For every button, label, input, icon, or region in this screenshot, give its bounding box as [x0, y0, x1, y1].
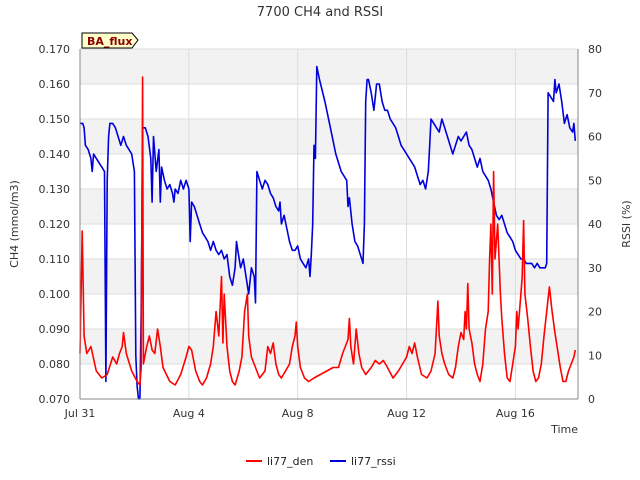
y-tick-left: 0.160 — [39, 78, 71, 91]
y-tick-left: 0.070 — [39, 393, 71, 406]
y-axis-right-label: RSSI (%) — [620, 200, 633, 247]
y-tick-right: 0 — [588, 393, 595, 406]
series-line-li77-rssi — [80, 65, 577, 400]
plot-band — [80, 49, 578, 84]
y-tick-left: 0.110 — [39, 253, 71, 266]
badge-label: BA_flux — [87, 35, 132, 48]
y-tick-left: 0.100 — [39, 288, 71, 301]
y-tick-left: 0.120 — [39, 218, 71, 231]
y-tick-left: 0.150 — [39, 113, 71, 126]
x-tick-label: Aug 4 — [173, 407, 205, 420]
legend: li77_den li77_rssi — [246, 455, 396, 468]
x-tick-label: Aug 8 — [282, 407, 314, 420]
series-layer — [79, 65, 577, 400]
plot-bands — [80, 49, 578, 364]
legend-label-li77-rssi: li77_rssi — [351, 455, 396, 468]
y-tick-right: 60 — [588, 131, 602, 144]
badge-box — [81, 32, 139, 49]
y-tick-right: 50 — [588, 174, 602, 187]
y-tick-left: 0.140 — [39, 148, 71, 161]
y-tick-left: 0.090 — [39, 323, 71, 336]
y-tick-right: 30 — [588, 262, 602, 275]
plot-band — [80, 329, 578, 364]
y-tick-left: 0.130 — [39, 183, 71, 196]
y-tick-right: 80 — [588, 43, 602, 56]
badge: BA_flux — [81, 32, 139, 49]
y-tick-right: 20 — [588, 306, 602, 319]
plot-band — [80, 259, 578, 294]
y-axis-left-label: CH4 (mmol/m3) — [8, 180, 21, 268]
axes: 0.070 0.080 0.090 0.100 0.110 0.120 0.130 0.140… — [39, 43, 603, 420]
x-axis-label: Time — [550, 423, 578, 436]
y-tick-left: 0.080 — [39, 358, 71, 371]
x-tick-label: Jul 31 — [64, 407, 96, 420]
chart-title: 7700 CH4 and RSSI — [257, 5, 383, 20]
legend-label-li77-den: li77_den — [267, 455, 313, 468]
series-line-li77-den — [79, 76, 577, 386]
y-tick-right: 40 — [588, 218, 602, 231]
y-tick-left: 0.170 — [39, 43, 71, 56]
x-tick-label: Aug 16 — [496, 407, 535, 420]
y-tick-right: 70 — [588, 87, 602, 100]
x-tick-label: Aug 12 — [387, 407, 426, 420]
y-tick-right: 10 — [588, 349, 602, 362]
